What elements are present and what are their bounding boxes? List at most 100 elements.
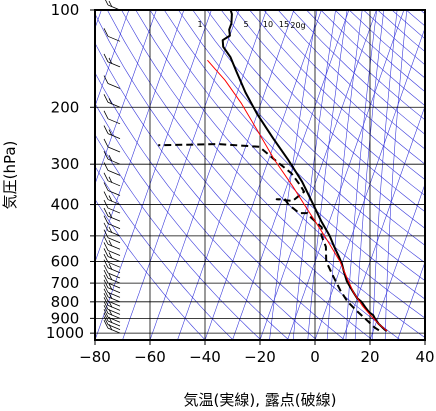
wind-barb xyxy=(103,248,121,262)
mixing-ratio-and-adiabat-lines xyxy=(95,10,425,340)
wind-barb xyxy=(103,191,121,205)
mixing-ratio-label: 5 xyxy=(243,20,248,29)
wind-barb xyxy=(103,125,121,139)
dewpoint-line xyxy=(158,143,380,332)
mixing-ratio-label: 15 xyxy=(279,20,289,29)
dry-adiabat-line xyxy=(121,10,425,338)
wind-barb xyxy=(103,264,121,279)
dry-adiabat-line xyxy=(95,42,345,340)
dry-adiabat-line xyxy=(149,10,425,300)
isotherm-line xyxy=(149,10,267,340)
dry-adiabat-line xyxy=(178,10,425,264)
x-tick-label: −20 xyxy=(244,348,276,366)
wind-barb xyxy=(103,229,121,244)
dry-adiabat-line xyxy=(95,13,373,340)
y-tick-label: 500 xyxy=(51,227,80,245)
isotherm-line xyxy=(95,10,157,185)
dry-adiabat-line xyxy=(249,10,425,181)
mixing-ratio-label: 10 xyxy=(263,20,273,29)
mixing-ratio-labels: 1 5 10 15 20g xyxy=(197,20,305,30)
x-axis: −80 −60 −40 −20 0 20 40 xyxy=(79,340,435,366)
wind-barb xyxy=(103,274,121,289)
mixing-ratio-label: 20g xyxy=(290,21,305,30)
isotherm-line xyxy=(95,10,212,340)
wind-barb xyxy=(103,75,121,89)
parcel-line xyxy=(207,59,388,332)
mixing-ratio-line xyxy=(345,10,377,340)
wind-barb xyxy=(103,242,121,256)
dry-adiabat-line xyxy=(206,10,425,229)
y-tick-label: 600 xyxy=(51,252,80,270)
x-tick-label: 20 xyxy=(360,348,379,366)
temperature-line xyxy=(221,10,388,332)
wind-barb xyxy=(103,292,121,307)
x-tick-label: 40 xyxy=(415,348,434,366)
dry-adiabat-line xyxy=(235,10,425,196)
profile-series xyxy=(158,10,388,332)
wind-barb xyxy=(103,182,121,196)
dry-adiabat-line xyxy=(95,102,290,340)
dry-adiabat-line xyxy=(95,165,234,340)
wind-barb xyxy=(103,309,121,323)
mixing-ratio-line xyxy=(372,10,398,340)
dry-adiabat-line xyxy=(220,10,425,213)
isotherm-line xyxy=(122,10,240,340)
wind-barb xyxy=(103,301,121,315)
isotherm-line xyxy=(397,261,425,340)
wind-barb xyxy=(103,53,121,68)
dry-adiabat-line xyxy=(95,198,206,340)
wind-barb xyxy=(103,215,121,230)
wind-barb xyxy=(103,288,121,303)
wind-barb xyxy=(103,279,121,294)
isotherm-line xyxy=(314,27,425,340)
y-tick-label: 700 xyxy=(51,274,80,292)
mixing-ratio-line xyxy=(384,10,408,340)
wind-barb xyxy=(103,207,121,222)
isotherm-line xyxy=(369,183,425,340)
mixing-ratio-line xyxy=(354,10,385,340)
y-tick-label: 900 xyxy=(51,309,80,327)
x-tick-label: −40 xyxy=(189,348,221,366)
wind-barb xyxy=(103,151,121,165)
y-tick-label: 400 xyxy=(51,196,80,214)
isotherm-line xyxy=(424,339,425,340)
dry-adiabat-line xyxy=(95,133,262,340)
wind-barb xyxy=(103,162,121,176)
y-tick-label: 200 xyxy=(51,98,80,116)
dry-adiabat-line xyxy=(192,10,425,246)
wind-barb xyxy=(103,316,121,330)
isotherm-line xyxy=(177,10,295,340)
mixing-ratio-line xyxy=(292,10,336,340)
y-tick-label: 300 xyxy=(51,155,80,173)
mixing-ratio-line xyxy=(269,10,318,340)
y-tick-label: 100 xyxy=(51,1,80,19)
x-tick-label: −60 xyxy=(134,348,166,366)
wind-barb xyxy=(103,284,121,298)
wind-barb xyxy=(103,254,121,268)
x-axis-title: 気温(実線), 露点(破線) xyxy=(184,391,337,409)
dry-adiabat-line xyxy=(292,10,425,135)
x-tick-label: 0 xyxy=(310,348,320,366)
wind-barbs xyxy=(103,0,121,334)
mixing-ratio-line xyxy=(326,10,363,340)
grid-lines xyxy=(95,10,425,340)
isotherm-line xyxy=(232,10,350,340)
wind-barb xyxy=(103,28,121,42)
wind-barb xyxy=(103,222,121,237)
dry-adiabat-line xyxy=(277,10,425,150)
wind-barb xyxy=(103,297,121,311)
wind-barb xyxy=(103,199,121,214)
dry-adiabat-line xyxy=(263,10,425,165)
dry-adiabat-line xyxy=(95,72,317,340)
wind-barb xyxy=(105,0,121,11)
isotherm-line xyxy=(204,10,322,340)
dry-adiabat-line xyxy=(420,10,425,15)
dry-adiabat-line xyxy=(334,10,425,93)
y-axis-title: 気圧(hPa) xyxy=(1,141,19,210)
isotherm-line xyxy=(342,105,425,340)
y-tick-label: 1000 xyxy=(46,324,84,342)
dry-adiabat-line xyxy=(163,10,425,282)
x-tick-label: −80 xyxy=(79,348,111,366)
